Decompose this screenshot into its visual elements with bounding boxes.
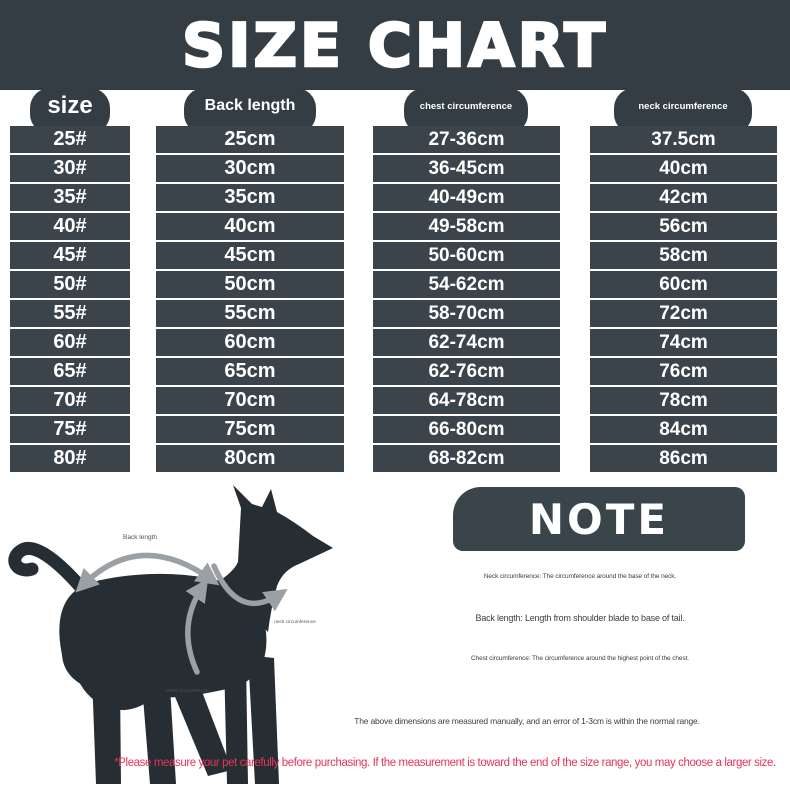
table-cell: 78cm [590, 387, 777, 414]
table-cell: 27-36cm [373, 126, 560, 153]
back-length-diagram-label: Back length [123, 534, 157, 541]
neck-circumference-arrow [211, 563, 288, 612]
table-cell: 50# [10, 271, 130, 298]
chest-circumference-column-header-label: chest circumference [419, 101, 513, 112]
table-cell: 70cm [156, 387, 344, 414]
table-cell: 49-58cm [373, 213, 560, 240]
neck-circumference-column-rows: 37.5cm 40cm 42cm 56cm 58cm 60cm 72cm 74c… [590, 126, 777, 474]
note-banner: NOTE [453, 487, 745, 551]
title-banner: SIZE CHART [0, 0, 790, 90]
size-column-rows: 25# 30# 35# 40# 45# 50# 55# 60# 65# 70# … [10, 126, 130, 474]
table-cell: 54-62cm [373, 271, 560, 298]
table-cell: 42cm [590, 184, 777, 211]
footer-warning: *Please measure your pet carefully befor… [114, 757, 776, 769]
back-length-column-rows: 25cm 30cm 35cm 40cm 45cm 50cm 55cm 60cm … [156, 126, 344, 474]
table-cell: 75# [10, 416, 130, 443]
dog-measurement-diagram: Back length neck circumference chest cir… [8, 485, 333, 784]
table-cell: 62-76cm [373, 358, 560, 385]
measurement-arrows [75, 552, 288, 675]
table-cell: 65# [10, 358, 130, 385]
table-cell: 76cm [590, 358, 777, 385]
chest-circumference-diagram-label: chest circumference [166, 688, 209, 694]
table-cell: 80# [10, 445, 130, 472]
table-cell: 40cm [156, 213, 344, 240]
table-cell: 50cm [156, 271, 344, 298]
table-cell: 55cm [156, 300, 344, 327]
table-cell: 66-80cm [373, 416, 560, 443]
table-cell: 35# [10, 184, 130, 211]
table-cell: 50-60cm [373, 242, 560, 269]
table-cell: 68-82cm [373, 445, 560, 472]
table-cell: 60cm [156, 329, 344, 356]
chest-circumference-arrow [185, 578, 209, 675]
table-cell: 70# [10, 387, 130, 414]
table-cell: 30cm [156, 155, 344, 182]
table-cell: 25cm [156, 126, 344, 153]
measurement-disclaimer: The above dimensions are measured manual… [354, 716, 700, 726]
note-back-line: Back length: Length from shoulder blade … [475, 613, 685, 623]
table-cell: 58-70cm [373, 300, 560, 327]
table-cell: 75cm [156, 416, 344, 443]
table-cell: 55# [10, 300, 130, 327]
table-cell: 36-45cm [373, 155, 560, 182]
neck-circumference-diagram-label: neck circumference [274, 619, 316, 625]
table-cell: 60# [10, 329, 130, 356]
table-cell: 56cm [590, 213, 777, 240]
table-cell: 64-78cm [373, 387, 560, 414]
neck-circumference-column-header-label: neck circumference [638, 101, 728, 112]
size-column-header-label: size [47, 92, 93, 119]
table-cell: 84cm [590, 416, 777, 443]
dog-silhouette [8, 485, 333, 784]
note-chest-line: Chest circumference: The circumference a… [471, 655, 689, 662]
table-cell: 37.5cm [590, 126, 777, 153]
back-length-column-header-label: Back length [204, 97, 296, 114]
table-cell: 40-49cm [373, 184, 560, 211]
table-cell: 45# [10, 242, 130, 269]
table-cell: 86cm [590, 445, 777, 472]
table-cell: 30# [10, 155, 130, 182]
table-cell: 60cm [590, 271, 777, 298]
back-length-arrow [75, 552, 220, 593]
table-cell: 58cm [590, 242, 777, 269]
note-title: NOTE [528, 494, 670, 544]
table-cell: 35cm [156, 184, 344, 211]
table-cell: 74cm [590, 329, 777, 356]
table-cell: 45cm [156, 242, 344, 269]
table-cell: 65cm [156, 358, 344, 385]
note-neck-line: Neck circumference: The circumference ar… [483, 573, 677, 580]
table-cell: 40# [10, 213, 130, 240]
table-cell: 40cm [590, 155, 777, 182]
table-cell: 25# [10, 126, 130, 153]
page-title: SIZE CHART [181, 10, 609, 83]
table-cell: 72cm [590, 300, 777, 327]
chest-circumference-column-rows: 27-36cm 36-45cm 40-49cm 49-58cm 50-60cm … [373, 126, 560, 474]
table-cell: 62-74cm [373, 329, 560, 356]
table-cell: 80cm [156, 445, 344, 472]
